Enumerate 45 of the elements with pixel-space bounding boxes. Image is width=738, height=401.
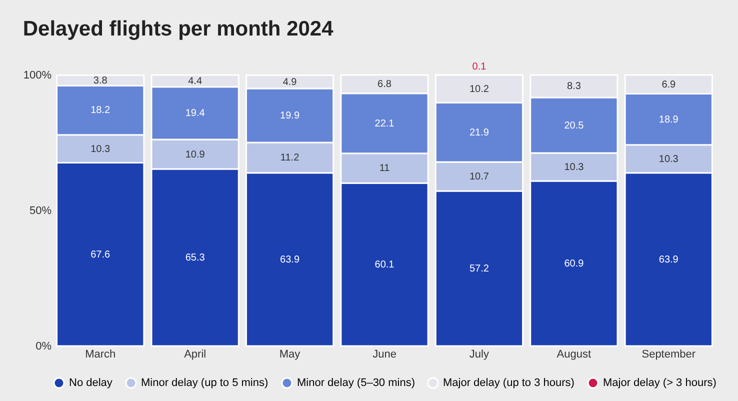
data-label: 10.3 — [564, 162, 584, 174]
data-label: 11 — [379, 163, 390, 174]
legend-label: Minor delay (5–30 mins) — [297, 377, 415, 389]
data-label: 10.3 — [90, 144, 111, 155]
data-label: 57.2 — [469, 263, 490, 274]
data-label: 4.4 — [188, 76, 202, 87]
data-label: 60.1 — [374, 260, 395, 271]
data-label: 60.9 — [564, 258, 584, 270]
legend-label: No delay — [69, 377, 113, 389]
data-label: 67.6 — [90, 249, 111, 260]
x-tick-label: September — [642, 348, 696, 360]
y-tick-label: 50% — [29, 205, 52, 217]
y-tick-label: 100% — [23, 70, 52, 82]
x-tick-label: April — [184, 348, 206, 360]
data-label: 6.8 — [378, 79, 392, 90]
data-label: 19.9 — [280, 110, 300, 122]
y-tick-label: 0% — [36, 340, 52, 352]
data-label: 63.9 — [658, 254, 679, 266]
chart-title: Delayed flights per month 2024 — [22, 18, 334, 41]
data-label: 0.1 — [472, 62, 487, 73]
data-label: 8.3 — [566, 81, 582, 92]
data-label: 10.9 — [185, 149, 206, 160]
legend-label: Major delay (up to 3 hours) — [443, 377, 574, 389]
legend-label: Major delay (> 3 hours) — [603, 377, 716, 389]
data-label: 6.9 — [662, 79, 676, 90]
data-label: 21.9 — [469, 127, 490, 138]
x-tick-label: July — [469, 348, 490, 360]
x-tick-label: May — [279, 348, 301, 360]
data-label: 18.9 — [658, 114, 679, 126]
x-tick-label: March — [85, 348, 116, 360]
data-label: 20.5 — [564, 120, 584, 132]
data-label: 19.4 — [185, 108, 206, 120]
data-label: 65.3 — [185, 252, 206, 264]
data-label: 10.2 — [469, 84, 490, 95]
data-label: 11.2 — [280, 152, 300, 164]
legend-label: Minor delay (up to 5 mins) — [141, 377, 268, 389]
data-label: 10.7 — [469, 171, 490, 182]
x-tick-label: June — [372, 348, 396, 360]
data-label: 63.9 — [280, 254, 300, 266]
data-label: 10.3 — [658, 154, 679, 165]
data-label: 4.9 — [282, 76, 298, 88]
data-label: 18.2 — [90, 105, 111, 116]
data-label: 22.1 — [374, 118, 395, 130]
data-label: 3.8 — [93, 75, 108, 86]
x-tick-label: August — [556, 348, 592, 360]
